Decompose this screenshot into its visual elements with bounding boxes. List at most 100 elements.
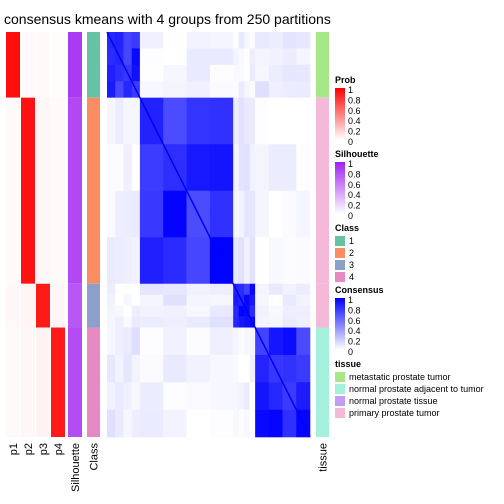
consensus-cell	[163, 81, 187, 98]
consensus-cell	[255, 98, 269, 145]
consensus-cell	[187, 65, 211, 82]
consensus-cell	[107, 382, 116, 410]
consensus-cell	[123, 81, 132, 98]
legend-swatch	[335, 372, 345, 382]
consensus-cell	[107, 81, 116, 98]
class-cell	[87, 284, 100, 328]
consensus-cell	[210, 98, 234, 145]
prob-cell	[21, 328, 35, 437]
consensus-cell	[187, 306, 211, 317]
consensus-cell	[250, 410, 256, 438]
consensus-cell	[115, 328, 124, 356]
prob-cell	[51, 98, 65, 284]
consensus-cell	[250, 306, 256, 317]
consensus-cell	[115, 410, 124, 438]
consensus-cell	[140, 144, 164, 191]
consensus-cell	[233, 98, 239, 145]
consensus-cell	[132, 144, 141, 191]
consensus-cell	[132, 98, 141, 145]
consensus-cell	[107, 48, 116, 65]
legend-item-label: normal prostate adjacent to tumor	[349, 384, 484, 394]
consensus-cell	[163, 355, 187, 383]
consensus-cell	[115, 65, 124, 82]
silhouette-cell	[68, 284, 82, 328]
tissue-cell	[316, 284, 329, 328]
consensus-cell	[210, 65, 234, 82]
consensus-cell	[115, 295, 124, 306]
consensus-cell	[140, 32, 164, 49]
consensus-cell	[140, 355, 164, 383]
legend-tick: 0.6	[348, 316, 361, 326]
consensus-cell	[233, 306, 239, 317]
consensus-cell	[244, 295, 250, 306]
consensus-cell	[163, 306, 187, 317]
consensus-cell	[115, 237, 124, 284]
legend-item-label: 2	[349, 248, 354, 258]
consensus-cell	[239, 65, 245, 82]
consensus-cell	[239, 317, 245, 328]
consensus-cell	[269, 191, 283, 238]
consensus-cell	[283, 237, 297, 284]
consensus-cell	[132, 65, 141, 82]
legend-tick: 0.8	[348, 169, 361, 179]
consensus-cell	[140, 382, 164, 410]
legend-swatch	[335, 408, 345, 418]
consensus-cell	[163, 32, 187, 49]
consensus-cell	[250, 98, 256, 145]
consensus-cell	[115, 284, 124, 295]
consensus-cell	[269, 98, 283, 145]
consensus-cell	[255, 32, 269, 49]
consensus-cell	[233, 81, 239, 98]
consensus-cell	[140, 81, 164, 98]
consensus-cell	[239, 382, 245, 410]
consensus-cell	[123, 98, 132, 145]
consensus-cell	[239, 284, 245, 295]
consensus-cell	[269, 237, 283, 284]
consensus-cell	[296, 81, 310, 98]
consensus-cell	[123, 306, 132, 317]
legend-item-label: metastatic prostate tumor	[349, 372, 451, 382]
consensus-cell	[255, 81, 269, 98]
consensus-cell	[283, 410, 297, 438]
consensus-cell	[132, 284, 141, 295]
legend-tick: 1	[348, 295, 353, 305]
consensus-cell	[210, 317, 234, 328]
consensus-cell	[244, 191, 250, 238]
consensus-cell	[244, 144, 250, 191]
consensus-cell	[239, 328, 245, 356]
consensus-cell	[187, 317, 211, 328]
consensus-cell	[107, 98, 116, 145]
legends: Prob10.80.60.40.20Silhouette10.80.60.40.…	[335, 75, 484, 418]
legend-swatch	[335, 396, 345, 406]
consensus-cell	[233, 144, 239, 191]
consensus-cell	[187, 328, 211, 356]
prob-cell	[21, 98, 35, 284]
consensus-cell	[244, 48, 250, 65]
consensus-cell	[296, 65, 310, 82]
consensus-cell	[269, 48, 283, 65]
consensus-cell	[269, 328, 283, 356]
legend-tick: 0.8	[348, 305, 361, 315]
legend-tick: 0.4	[348, 116, 361, 126]
consensus-cell	[296, 317, 310, 328]
consensus-cell	[255, 295, 269, 306]
consensus-cell	[210, 382, 234, 410]
consensus-cell	[115, 191, 124, 238]
consensus-cell	[115, 355, 124, 383]
consensus-cell	[296, 32, 310, 49]
consensus-cell	[296, 98, 310, 145]
consensus-cell	[233, 237, 239, 284]
prob-cell	[36, 284, 50, 328]
consensus-cell	[269, 144, 283, 191]
consensus-cell	[239, 144, 245, 191]
consensus-cell	[140, 237, 164, 284]
consensus-cell	[244, 98, 250, 145]
consensus-cell	[163, 382, 187, 410]
legend-item-label: normal prostate tissue	[349, 396, 438, 406]
consensus-cell	[239, 237, 245, 284]
prob-cell	[21, 284, 35, 328]
consensus-cell	[123, 410, 132, 438]
silhouette-cell	[68, 328, 82, 437]
consensus-cell	[163, 295, 187, 306]
